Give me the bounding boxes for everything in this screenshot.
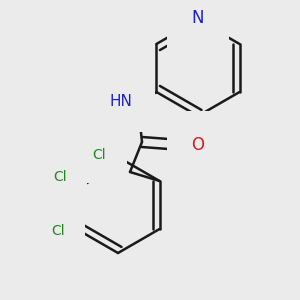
Text: O: O xyxy=(191,136,205,154)
Text: Cl: Cl xyxy=(53,170,66,184)
Text: Cl: Cl xyxy=(51,224,64,238)
Text: HN: HN xyxy=(109,94,132,110)
Text: N: N xyxy=(192,9,204,27)
Text: Cl: Cl xyxy=(92,148,106,162)
